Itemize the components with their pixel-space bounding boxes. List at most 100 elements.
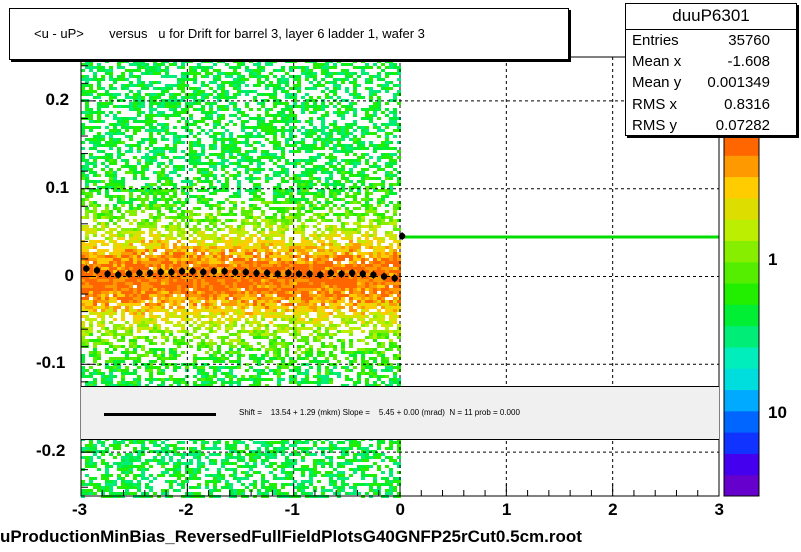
heatmap-cell <box>293 117 297 120</box>
heatmap-cell <box>113 306 117 309</box>
heatmap-cell <box>269 303 273 306</box>
heatmap-cell <box>249 270 253 273</box>
heatmap-cell <box>281 147 285 150</box>
heatmap-cell <box>277 300 281 303</box>
heatmap-cell <box>197 234 201 237</box>
heatmap-cell <box>321 207 325 210</box>
heatmap-cell <box>277 129 281 132</box>
heatmap-cell <box>273 303 277 306</box>
heatmap-cell <box>269 309 273 312</box>
heatmap-cell <box>313 264 317 267</box>
heatmap-cell <box>297 255 301 258</box>
heatmap-cell <box>209 276 213 279</box>
heatmap-cell <box>205 255 209 258</box>
heatmap-cell <box>333 105 337 108</box>
heatmap-cell <box>281 237 285 240</box>
heatmap-cell <box>389 279 393 282</box>
heatmap-cell <box>225 213 229 216</box>
heatmap-cell <box>301 108 305 111</box>
heatmap-cell <box>353 162 357 165</box>
heatmap-cell <box>161 99 165 102</box>
heatmap-cell <box>357 192 361 195</box>
heatmap-cell <box>385 204 389 207</box>
heatmap-cell <box>165 339 169 342</box>
heatmap-cell <box>289 279 293 282</box>
heatmap-cell <box>185 120 189 123</box>
heatmap-cell <box>221 336 225 339</box>
heatmap-cell <box>321 216 325 219</box>
heatmap-cell <box>237 78 241 81</box>
heatmap-cell <box>357 306 361 309</box>
heatmap-cell <box>125 279 129 282</box>
heatmap-cell <box>325 177 329 180</box>
heatmap-cell <box>201 285 205 288</box>
heatmap-cell <box>305 60 309 63</box>
heatmap-cell <box>293 300 297 303</box>
heatmap-cell <box>337 171 341 174</box>
heatmap-cell <box>361 69 365 72</box>
heatmap-cell <box>233 261 237 264</box>
heatmap-cell <box>305 315 309 318</box>
heatmap-cell <box>357 231 361 234</box>
heatmap-cell <box>181 279 185 282</box>
heatmap-cell <box>81 279 85 282</box>
heatmap-cell <box>325 276 329 279</box>
heatmap-cell <box>105 276 109 279</box>
heatmap-cell <box>261 315 265 318</box>
heatmap-cell <box>301 261 305 264</box>
heatmap-cell <box>81 249 85 252</box>
heatmap-cell <box>349 108 353 111</box>
heatmap-cell <box>345 303 349 306</box>
heatmap-cell <box>277 267 281 270</box>
heatmap-cell <box>377 204 381 207</box>
heatmap-cell <box>153 93 157 96</box>
heatmap-cell <box>221 189 225 192</box>
heatmap-cell <box>261 258 265 261</box>
heatmap-cell <box>233 114 237 117</box>
heatmap-cell <box>313 261 317 264</box>
heatmap-cell <box>277 84 281 87</box>
heatmap-cell <box>101 78 105 81</box>
heatmap-cell <box>129 192 133 195</box>
heatmap-cell <box>245 306 249 309</box>
heatmap-cell <box>161 150 165 153</box>
heatmap-cell <box>157 102 161 105</box>
heatmap-cell <box>397 171 401 174</box>
heatmap-cell <box>325 60 329 63</box>
heatmap-cell <box>237 240 241 243</box>
heatmap-cell <box>389 237 393 240</box>
heatmap-cell <box>229 66 233 69</box>
heatmap-cell <box>373 147 377 150</box>
heatmap-cell <box>221 126 225 129</box>
heatmap-cell <box>169 102 173 105</box>
heatmap-cell <box>81 342 85 345</box>
heatmap-cell <box>341 78 345 81</box>
heatmap-cell <box>385 255 389 258</box>
heatmap-cell <box>121 231 125 234</box>
heatmap-cell <box>181 249 185 252</box>
heatmap-cell <box>341 222 345 225</box>
heatmap-cell <box>281 297 285 300</box>
heatmap-cell <box>233 339 237 342</box>
heatmap-cell <box>233 204 237 207</box>
heatmap-cell <box>385 66 389 69</box>
heatmap-cell <box>165 291 169 294</box>
heatmap-cell <box>353 282 357 285</box>
heatmap-cell <box>305 75 309 78</box>
heatmap-cell <box>161 147 165 150</box>
heatmap-cell <box>117 225 121 228</box>
heatmap-cell <box>369 252 373 255</box>
heatmap-cell <box>109 135 113 138</box>
heatmap-cell <box>177 246 181 249</box>
heatmap-cell <box>377 156 381 159</box>
heatmap-cell <box>165 201 169 204</box>
heatmap-cell <box>205 66 209 69</box>
heatmap-cell <box>177 228 181 231</box>
heatmap-cell <box>353 222 357 225</box>
heatmap-cell <box>365 258 369 261</box>
heatmap-cell <box>209 213 213 216</box>
heatmap-cell <box>121 117 125 120</box>
heatmap-cell <box>141 81 145 84</box>
heatmap-cell <box>237 312 241 315</box>
heatmap-cell <box>301 231 305 234</box>
